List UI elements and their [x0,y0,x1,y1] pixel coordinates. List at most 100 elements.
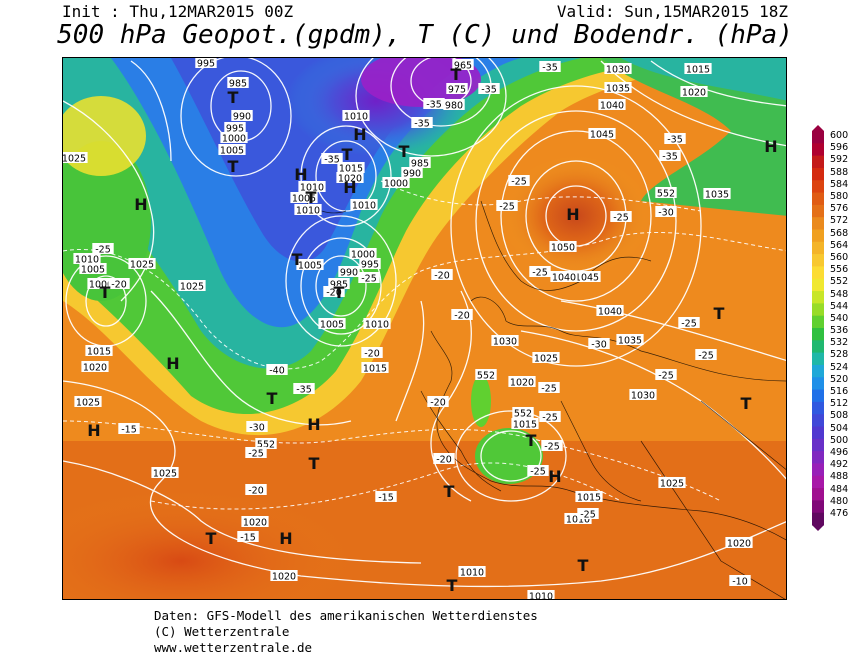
low-pressure-symbol: T [399,142,410,161]
scale-swatch [812,401,824,415]
high-pressure-symbol: H [764,137,777,156]
svg-text:1040: 1040 [600,101,624,112]
scale-label: 532 [830,337,849,349]
svg-text:1020: 1020 [272,572,296,583]
svg-text:-25: -25 [542,413,558,424]
pressure-label: 1025 [151,467,179,480]
pressure-label: 1000 [382,177,410,190]
svg-text:1025: 1025 [153,469,177,480]
svg-text:1005: 1005 [320,320,344,331]
scale-label: 568 [830,227,849,239]
temperature-label: -10 [729,575,751,588]
pressure-label: 995 [224,122,246,135]
pressure-label: 1005 [318,318,346,331]
pressure-label: 1005 [296,259,324,272]
svg-text:1030: 1030 [631,391,655,402]
svg-text:1000: 1000 [222,134,246,145]
svg-text:-30: -30 [249,423,265,434]
pressure-label: 1020 [508,376,536,389]
scale-label: 516 [830,386,849,398]
svg-text:1025: 1025 [63,154,86,165]
pressure-label: 1035 [703,188,731,201]
svg-text:1000: 1000 [351,250,375,261]
svg-text:552: 552 [257,440,275,451]
temperature-label: -25 [527,465,549,478]
high-pressure-symbol: H [279,529,292,548]
scale-label: 560 [830,251,849,263]
high-pressure-symbol: H [566,205,579,224]
svg-text:1005: 1005 [298,261,322,272]
field-northeast-green [601,58,786,216]
svg-text:995: 995 [226,124,244,135]
svg-text:552: 552 [477,371,495,382]
pressure-label: 1010 [294,204,322,217]
scale-label: 496 [830,447,849,459]
svg-text:985: 985 [229,79,247,90]
pressure-label: 975 [446,83,468,96]
svg-text:1020: 1020 [510,378,534,389]
svg-text:-35: -35 [667,135,683,146]
low-pressure-symbol: T [444,482,455,501]
svg-text:1010: 1010 [75,255,99,266]
pressure-label: 1005 [218,144,246,157]
scale-swatch [812,512,824,526]
svg-text:990: 990 [403,169,421,180]
svg-text:-20: -20 [434,271,450,282]
svg-text:-25: -25 [95,245,111,256]
weather-map: 995 985 990 995 1000 1005 1010 1015 1020 1010 1005… [62,57,787,600]
svg-text:965: 965 [454,61,472,72]
website-link[interactable]: www.wetterzentrale.de [154,640,313,655]
svg-text:-20: -20 [454,311,470,322]
pressure-label: 1010 [73,253,101,266]
svg-text:1040: 1040 [598,307,622,318]
temperature-label: -30 [655,206,677,219]
scale-swatch [812,451,824,464]
low-pressure-symbol: T [292,250,303,269]
svg-text:1040: 1040 [552,273,576,284]
temperature-label: -25 [496,200,518,213]
temperature-label: -20 [108,278,130,291]
pressure-label: 1015 [337,162,365,175]
high-pressure-symbol: H [166,354,179,373]
low-pressure-symbol: T [578,556,589,575]
scale-label: 600 [830,130,849,141]
pressure-labels: 9959859909951000100510101015102010101005… [63,58,753,599]
pressure-label: 995 [359,258,381,271]
pressure-label: 1030 [491,335,519,348]
svg-text:1020: 1020 [727,539,751,550]
svg-text:1035: 1035 [705,190,729,201]
svg-text:1010: 1010 [344,112,368,123]
svg-text:1000: 1000 [89,280,113,291]
svg-text:-25: -25 [361,274,377,285]
valid-time: Valid: Sun,15MAR2015 18Z [556,2,788,21]
coastlines [300,195,786,599]
pressure-label: 1010 [342,110,370,123]
svg-text:552: 552 [657,189,675,200]
pressure-label: 1020 [725,537,753,550]
svg-text:-35: -35 [324,155,340,166]
svg-text:1015: 1015 [513,420,537,431]
scale-label: 540 [830,312,849,324]
svg-text:-15: -15 [378,493,394,504]
scale-swatch [812,340,824,354]
low-pressure-symbol: T [447,576,458,595]
low-pressure-symbol: T [306,188,317,207]
svg-text:995: 995 [361,260,379,271]
pressure-label: 1035 [616,334,644,347]
scale-swatch [812,438,824,452]
pressure-label: 1020 [680,86,708,99]
temperature-label: -25 [358,272,380,285]
svg-text:-25: -25 [613,213,629,224]
pressure-label: 995 [195,58,217,70]
temperature-label: -15 [375,491,397,504]
scale-swatch [812,303,824,317]
scale-swatch [812,389,824,403]
scale-swatch [812,426,824,440]
field-iberia-green [471,375,491,427]
pressure-label: 1000 [220,132,248,145]
scale-arrow-bottom [812,525,824,531]
svg-text:995: 995 [197,59,215,70]
scale-label: 512 [830,398,849,410]
temperature-label: -20 [431,269,453,282]
pressure-label: 1000 [87,278,115,291]
